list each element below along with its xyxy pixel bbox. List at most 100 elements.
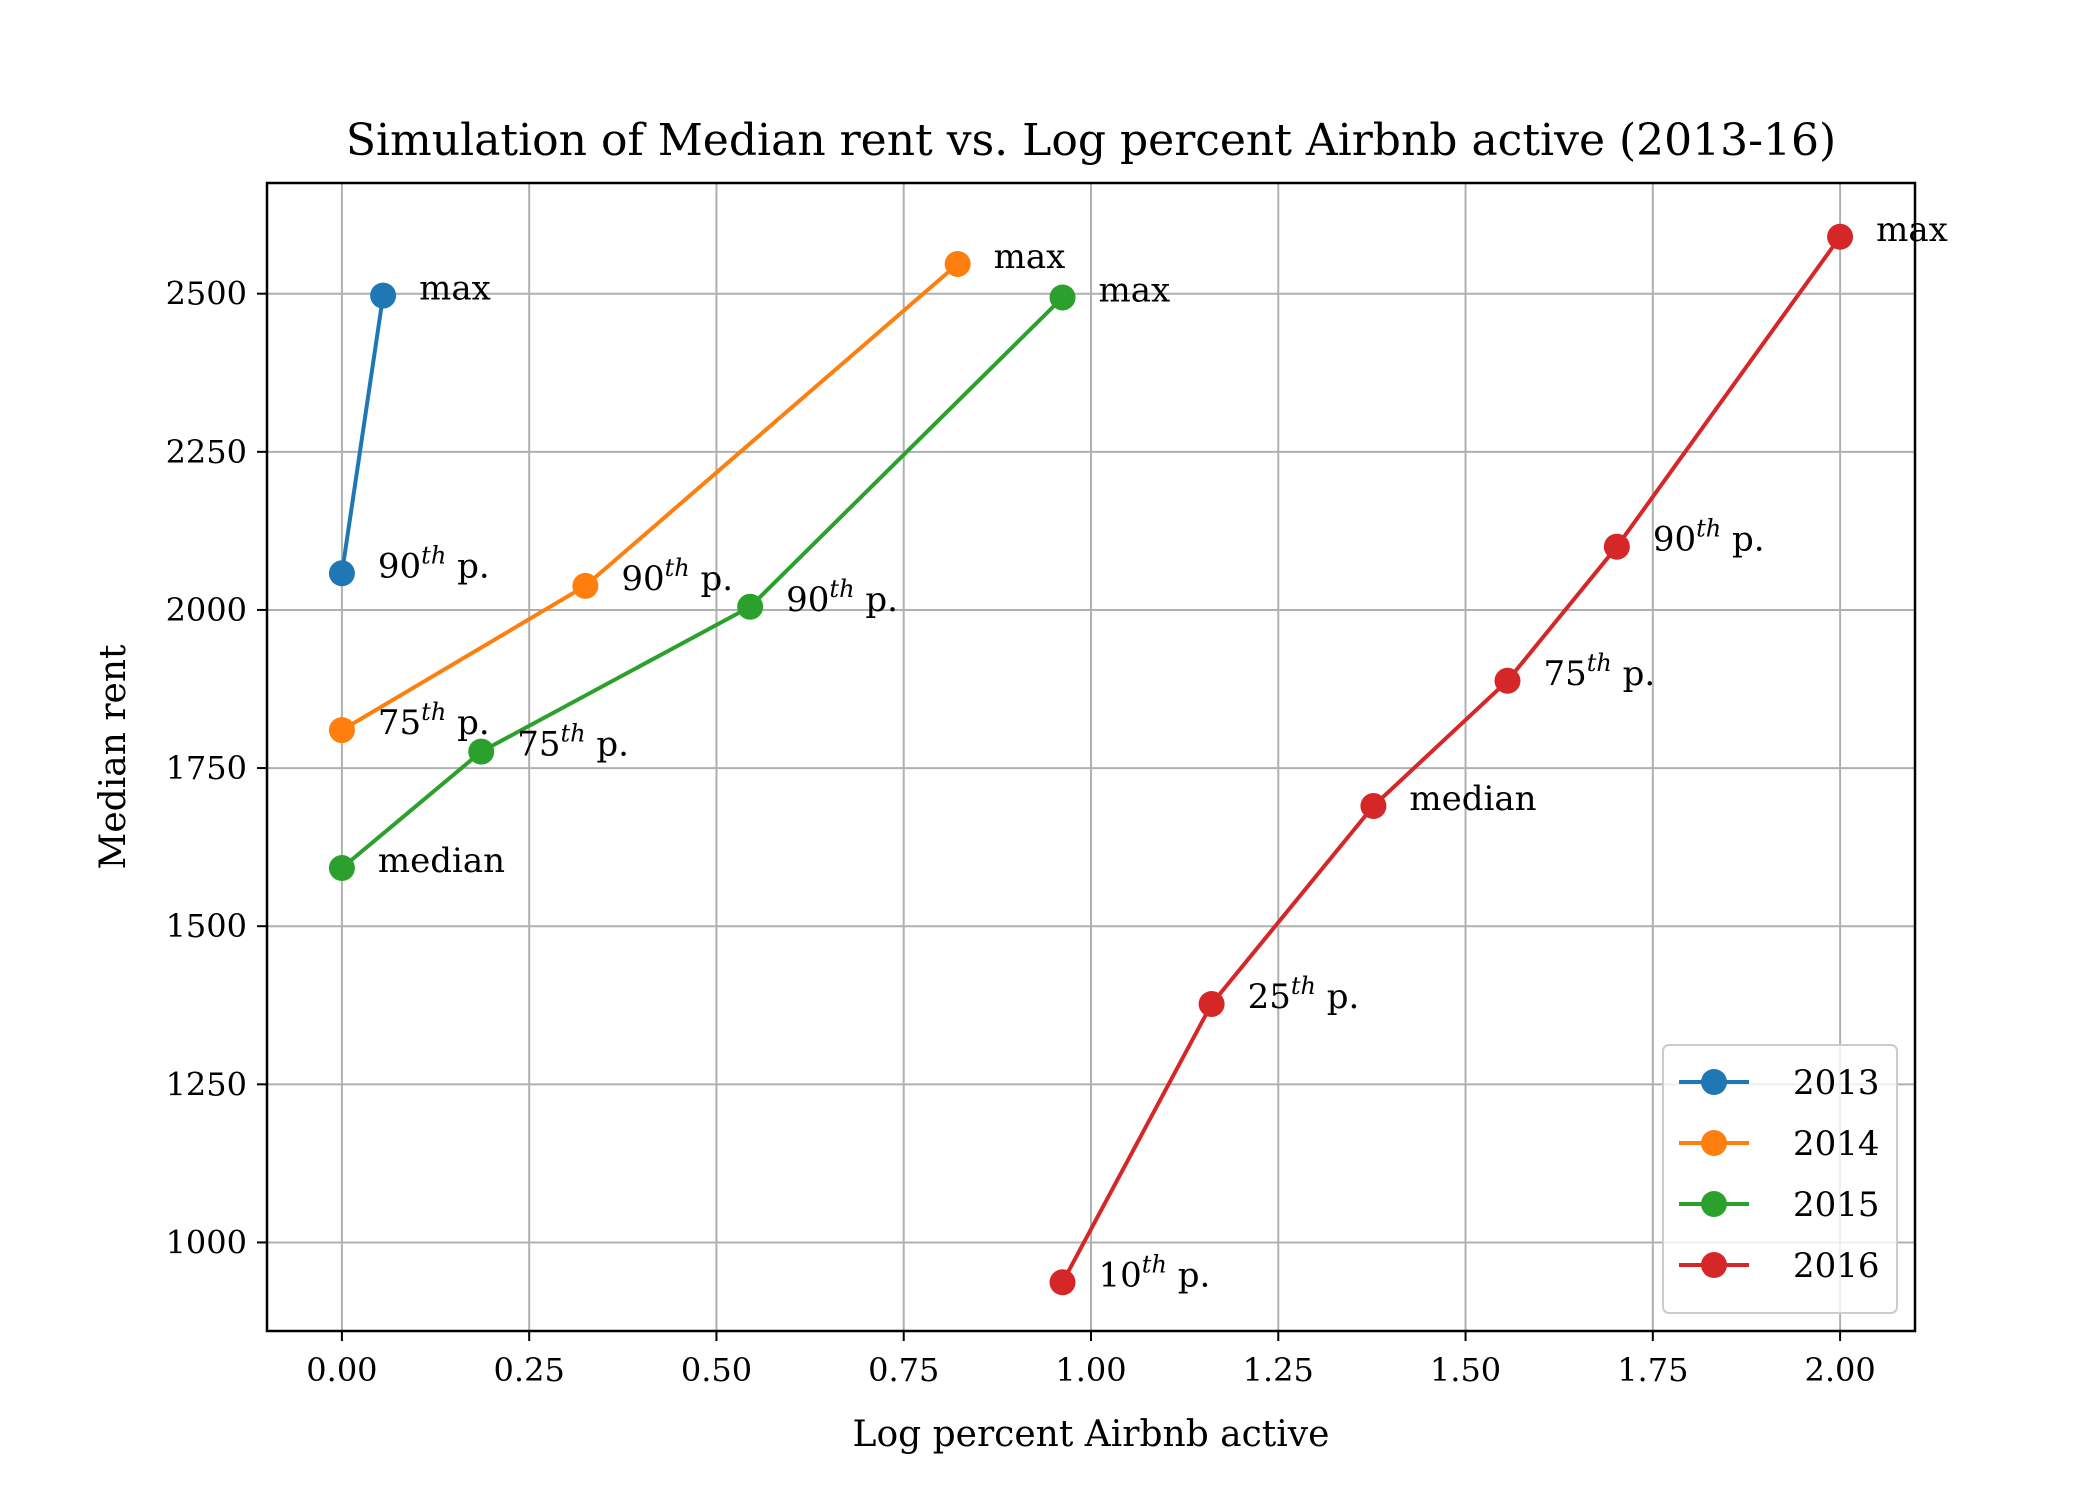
series-line [340, 296, 1064, 870]
x-tick-label: 1.25 [1243, 1351, 1314, 1389]
data-point [1049, 1269, 1076, 1296]
data-point [572, 572, 599, 599]
point-label-suffix: p. [855, 580, 898, 620]
series-layer [328, 223, 1854, 1296]
point-label: max [994, 237, 1066, 277]
y-tick-label: 1250 [166, 1065, 247, 1103]
point-label-superscript: th [829, 575, 854, 603]
series-2015 [328, 284, 1076, 882]
legend-marker [1701, 1191, 1727, 1217]
series-2013 [328, 282, 397, 587]
y-tick-label: 2000 [166, 591, 247, 629]
point-label-text: median [1409, 779, 1536, 819]
point-label-text: 90 [1653, 520, 1696, 560]
point-label: median [1409, 779, 1536, 819]
point-label-text: 75 [517, 725, 560, 765]
series-line [1060, 235, 1842, 1284]
point-label-text: 90 [378, 546, 421, 586]
point-label: max [419, 269, 491, 309]
point-label: 75th p. [378, 698, 490, 743]
x-tick-label: 0.50 [681, 1351, 752, 1389]
point-label-suffix: p. [446, 703, 489, 743]
point-label-text: 75 [378, 703, 421, 743]
data-point [328, 560, 355, 587]
legend-marker [1701, 1069, 1727, 1095]
point-label: 75th p. [1543, 649, 1655, 694]
x-axis-label: Log percent Airbnb active [853, 1414, 1330, 1455]
point-label-superscript: th [421, 698, 446, 726]
point-label: max [1099, 270, 1171, 310]
point-label-text: max [1099, 270, 1171, 310]
point-label: 90th p. [786, 575, 898, 620]
data-point [468, 738, 495, 765]
point-label-superscript: th [1142, 1250, 1167, 1278]
y-tick-label: 1000 [166, 1223, 247, 1261]
x-tick-label: 1.00 [1055, 1351, 1126, 1389]
legend-box [1662, 1044, 1898, 1314]
series-line [339, 295, 386, 574]
data-point [1198, 990, 1225, 1017]
point-label: max [1876, 210, 1948, 250]
point-label: 10th p. [1099, 1250, 1211, 1295]
point-label: 75th p. [517, 720, 629, 765]
x-tick-label: 1.75 [1617, 1351, 1688, 1389]
point-label-superscript: th [421, 541, 446, 569]
point-label: 90th p. [1653, 515, 1765, 560]
data-point [1827, 223, 1854, 250]
point-label-suffix: p. [690, 559, 733, 599]
point-label-text: 25 [1248, 977, 1291, 1017]
data-point [328, 855, 355, 882]
legend-item-2014: 2014 [1679, 1124, 1880, 1164]
x-tick-label: 2.00 [1804, 1351, 1875, 1389]
data-point [1603, 533, 1630, 560]
x-tick-label: 0.75 [868, 1351, 939, 1389]
point-label-superscript: th [1291, 972, 1316, 1000]
data-point [1494, 667, 1521, 694]
y-tick-label: 1500 [166, 907, 247, 945]
point-label-text: median [378, 841, 505, 881]
legend-item-2016: 2016 [1679, 1246, 1880, 1286]
x-axis-ticks: 0.00 0.25 0.50 0.75 1.00 1.25 1.50 1.75 2.00 [306, 1331, 1876, 1389]
point-label-text: max [419, 269, 491, 309]
legend-item-2015: 2015 [1679, 1185, 1880, 1225]
point-label-text: 75 [1543, 654, 1586, 694]
point-label-text: 90 [621, 559, 664, 599]
legend-label: 2016 [1793, 1246, 1880, 1286]
point-label-text: 90 [786, 580, 829, 620]
point-label-text: max [1876, 210, 1948, 250]
point-label-suffix: p. [1316, 977, 1359, 1017]
x-tick-label: 0.00 [306, 1351, 377, 1389]
legend-item-2013: 2013 [1679, 1063, 1880, 1103]
series-2016 [1049, 223, 1854, 1296]
y-axis-label: Median rent [93, 644, 134, 870]
y-tick-label: 2500 [166, 275, 247, 313]
point-label: 90th p. [378, 541, 490, 586]
point-label-suffix: p. [446, 546, 489, 586]
series-2014 [328, 250, 971, 744]
grid [267, 183, 1915, 1331]
point-label-suffix: p. [1721, 520, 1764, 560]
legend-label: 2013 [1793, 1063, 1880, 1103]
data-point [1049, 284, 1076, 311]
data-point [1360, 793, 1387, 820]
legend: 2013 2014 2015 2016 [1662, 1044, 1898, 1314]
legend-marker [1701, 1130, 1727, 1156]
legend-marker [1701, 1252, 1727, 1278]
point-label: 25th p. [1248, 972, 1360, 1017]
point-label-superscript: th [1587, 649, 1612, 677]
point-label-text: max [994, 237, 1066, 277]
point-label: median [378, 841, 505, 881]
chart-title: Simulation of Median rent vs. Log percen… [346, 115, 1836, 166]
data-point [944, 250, 971, 277]
data-point [370, 282, 397, 309]
data-point [737, 593, 764, 620]
point-label-suffix: p. [586, 725, 629, 765]
legend-label: 2014 [1793, 1124, 1880, 1164]
point-label-superscript: th [665, 554, 690, 582]
point-label-suffix: p. [1167, 1255, 1210, 1295]
y-axis-ticks: 1000 1250 1500 1750 2000 2250 2500 [166, 275, 267, 1261]
data-point [328, 717, 355, 744]
